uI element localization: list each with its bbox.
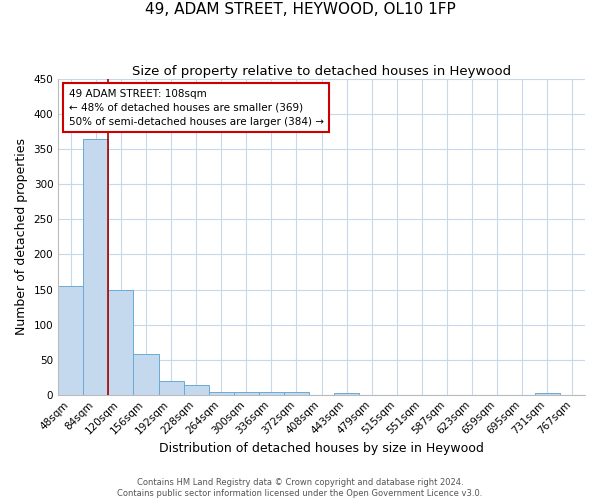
Title: Size of property relative to detached houses in Heywood: Size of property relative to detached ho… [132, 65, 511, 78]
Bar [109, 290, 133, 395]
Bar [284, 392, 309, 394]
Bar [184, 385, 209, 394]
Y-axis label: Number of detached properties: Number of detached properties [15, 138, 28, 336]
Bar [535, 392, 560, 394]
Text: 49 ADAM STREET: 108sqm
← 48% of detached houses are smaller (369)
50% of semi-de: 49 ADAM STREET: 108sqm ← 48% of detached… [69, 88, 324, 126]
Bar [158, 382, 184, 394]
Text: Contains HM Land Registry data © Crown copyright and database right 2024.
Contai: Contains HM Land Registry data © Crown c… [118, 478, 482, 498]
Text: 49, ADAM STREET, HEYWOOD, OL10 1FP: 49, ADAM STREET, HEYWOOD, OL10 1FP [145, 2, 455, 18]
Bar [209, 392, 234, 394]
X-axis label: Distribution of detached houses by size in Heywood: Distribution of detached houses by size … [159, 442, 484, 455]
Bar [83, 139, 109, 394]
Bar [259, 392, 284, 394]
Bar [133, 354, 158, 395]
Bar [58, 286, 83, 395]
Bar [334, 392, 359, 394]
Bar [234, 392, 259, 394]
